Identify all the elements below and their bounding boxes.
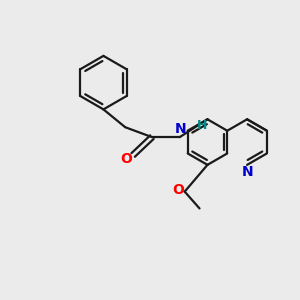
Text: O: O (120, 152, 132, 166)
Text: N: N (241, 165, 253, 179)
Text: N: N (175, 122, 187, 136)
Text: O: O (172, 183, 184, 196)
Text: H: H (197, 119, 208, 132)
